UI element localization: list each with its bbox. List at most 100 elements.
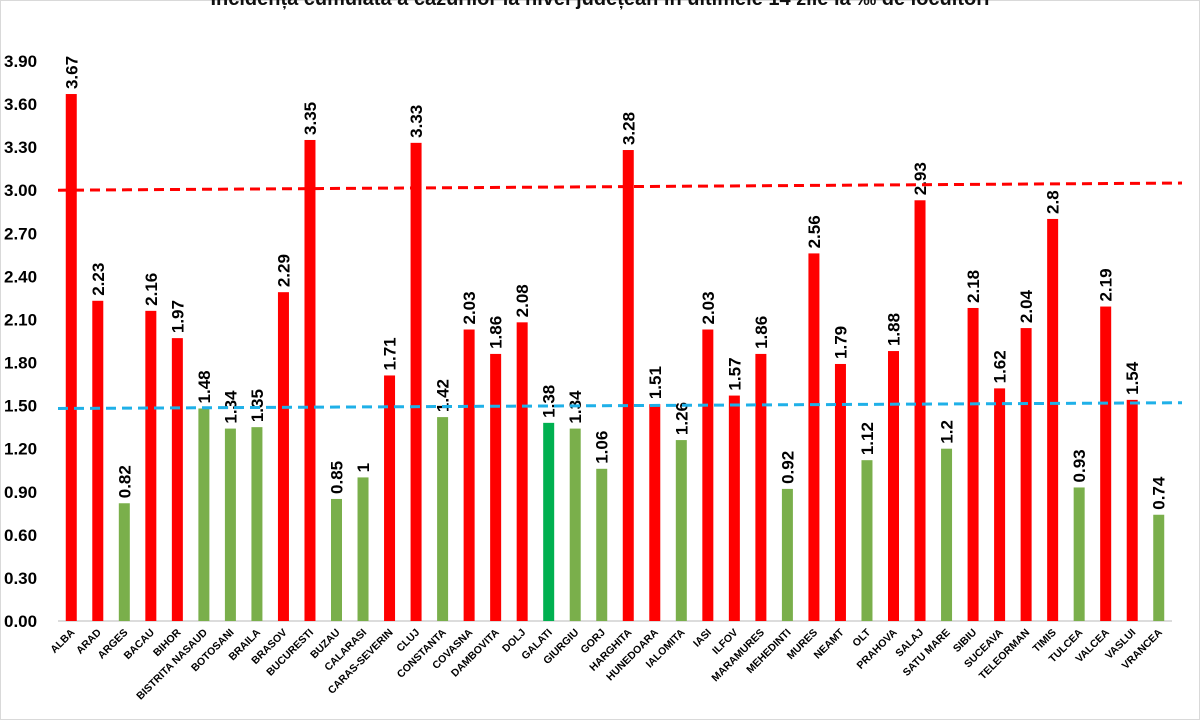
data-label: 2.29 [274, 254, 293, 287]
bar [914, 200, 926, 622]
bar [357, 477, 369, 621]
bar [941, 448, 953, 621]
y-tick-label: 2.10 [4, 310, 37, 329]
bar [1020, 328, 1032, 621]
bar [65, 94, 77, 622]
y-tick-label: 2.70 [4, 224, 37, 243]
bar [967, 307, 979, 621]
data-label: 2.93 [911, 162, 930, 195]
data-label: 1.12 [858, 422, 877, 455]
bar [675, 440, 687, 621]
data-label: 2.56 [805, 215, 824, 248]
reference-line [57, 401, 1183, 410]
data-label: 3.28 [619, 112, 638, 145]
bar [410, 142, 422, 621]
data-label: 1.51 [646, 366, 665, 399]
data-label: 1.38 [540, 385, 559, 418]
data-label: 1.42 [434, 379, 453, 412]
y-tick-label: 1.20 [4, 440, 37, 459]
bar [331, 498, 342, 621]
data-label: 1.26 [672, 402, 691, 435]
data-label: 1.57 [725, 357, 744, 390]
bar [622, 150, 634, 621]
data-label: 2.16 [142, 273, 161, 306]
data-label: 1.86 [752, 316, 771, 349]
y-tick-label: 3.90 [4, 52, 37, 71]
bar [569, 428, 581, 621]
y-tick-label: 3.00 [4, 181, 37, 200]
data-label: 1.35 [248, 389, 267, 422]
data-label: 1.86 [487, 316, 506, 349]
y-tick-label: 3.30 [4, 138, 37, 157]
data-label: 2.18 [964, 270, 983, 303]
x-tick-label: OLT [850, 626, 873, 649]
data-label: 3.67 [62, 56, 81, 89]
data-label: 0.85 [328, 461, 347, 494]
bar [1073, 487, 1085, 621]
data-label: 1.48 [195, 370, 214, 403]
x-tick-label: NEAMT [812, 626, 847, 661]
data-label: 1 [354, 463, 373, 472]
data-label: 1.79 [831, 326, 850, 359]
bar [781, 488, 793, 621]
data-label: 1.97 [168, 300, 187, 333]
data-label: 2.03 [699, 291, 718, 324]
bar [304, 139, 316, 621]
bar [1100, 306, 1112, 621]
data-label: 0.92 [778, 451, 797, 484]
data-label: 2.23 [89, 263, 108, 296]
data-label: 1.06 [593, 431, 612, 464]
y-tick-label: 3.60 [4, 95, 37, 114]
bar [755, 353, 767, 621]
reference-line [57, 181, 1183, 192]
data-label: 1.71 [381, 337, 400, 370]
y-tick-label: 1.50 [4, 397, 37, 416]
bar [437, 417, 449, 621]
bar [490, 353, 502, 621]
bar [834, 363, 846, 621]
data-label: 0.74 [1150, 476, 1169, 510]
bar [224, 428, 236, 621]
data-label: 0.93 [1070, 449, 1089, 482]
y-tick-label: 1.80 [4, 354, 37, 373]
bar [1126, 399, 1138, 621]
data-label: 0.82 [115, 465, 134, 498]
bar [888, 351, 899, 621]
bar [728, 395, 740, 621]
data-label: 3.33 [407, 105, 426, 138]
data-label: 1.54 [1123, 361, 1142, 395]
data-label: 1.88 [885, 313, 904, 346]
chart-title: Incidența cumulată a cazurilor la nivel … [0, 0, 1200, 11]
bar [92, 300, 104, 621]
data-label: 2.08 [513, 284, 532, 317]
data-label: 2.03 [460, 291, 479, 324]
bar [1153, 514, 1165, 621]
bar [171, 338, 183, 621]
y-tick-label: 2.40 [4, 267, 37, 286]
bar [649, 404, 661, 621]
bar [702, 329, 714, 621]
data-label: 1.62 [991, 350, 1010, 383]
data-label: 2.19 [1097, 268, 1116, 301]
y-tick-label: 0.60 [4, 526, 37, 545]
bar [198, 408, 210, 621]
y-tick-label: 0.00 [4, 612, 37, 631]
data-label: 3.35 [301, 102, 320, 135]
x-tick-label: IASI [691, 627, 714, 650]
bar [463, 329, 475, 621]
bar [543, 422, 555, 621]
bar [516, 322, 528, 621]
bar [596, 468, 608, 621]
x-tick-label: ALBA [48, 626, 77, 655]
y-tick-label: 0.30 [4, 569, 37, 588]
bar [1047, 218, 1059, 621]
bar [994, 388, 1006, 621]
data-label: 1.34 [221, 390, 240, 424]
data-label: 2.8 [1044, 190, 1063, 214]
bar [384, 375, 396, 621]
data-label: 1.2 [938, 420, 957, 444]
bar [251, 427, 263, 621]
bar [118, 503, 130, 621]
y-tick-label: 0.90 [4, 483, 37, 502]
